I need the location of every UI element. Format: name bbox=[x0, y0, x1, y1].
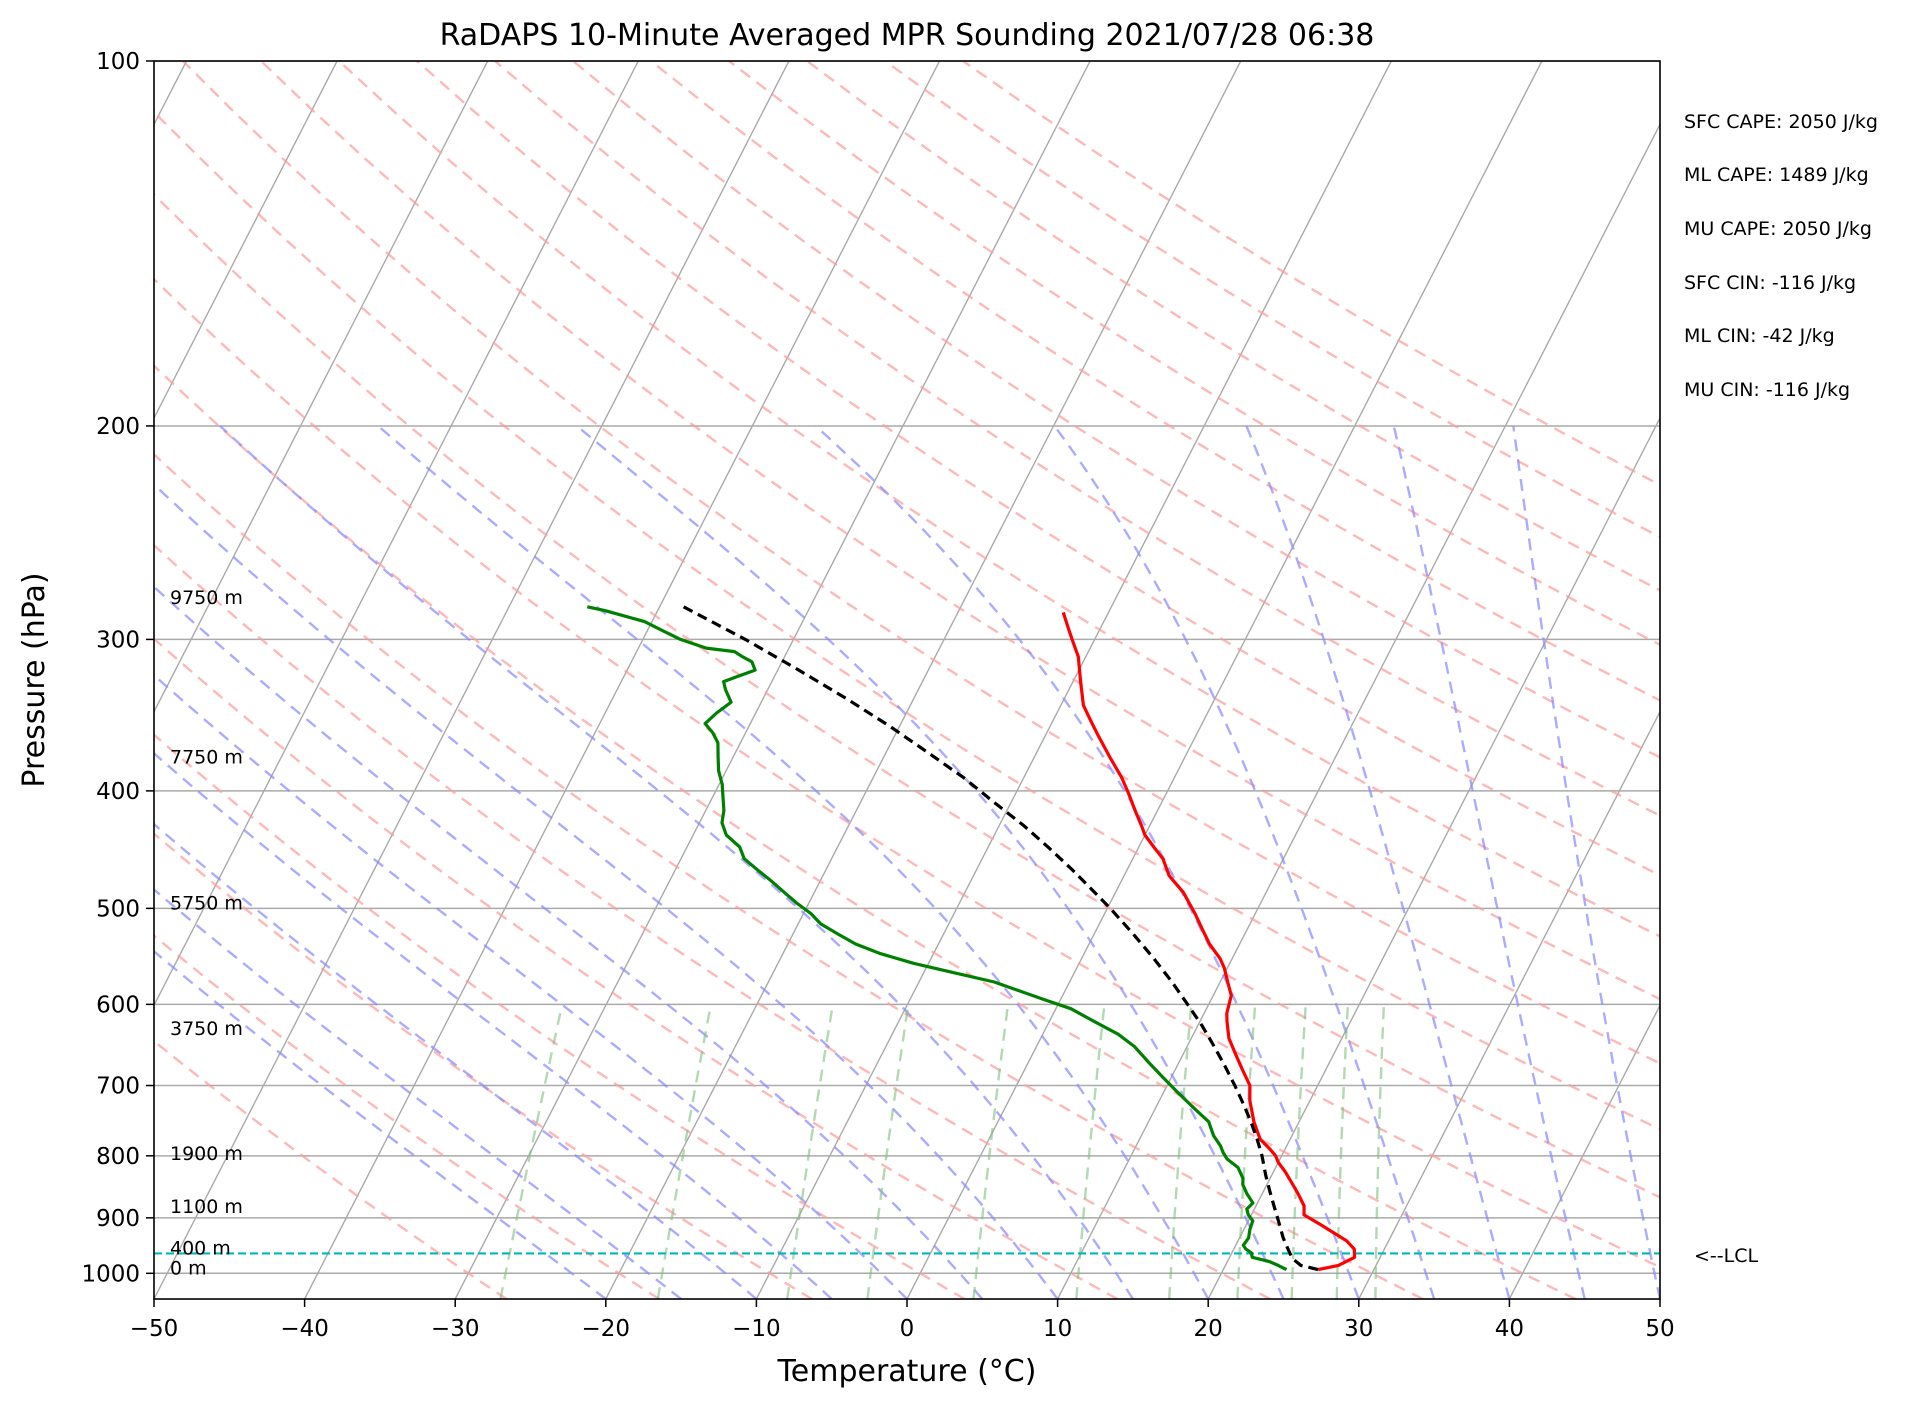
stat-mu-cape: MU CAPE: 2050 J/kg bbox=[1684, 218, 1872, 240]
y-tick-label: 300 bbox=[96, 627, 140, 653]
isotherm-line bbox=[154, 61, 338, 420]
tick-layer: −50 −40 −30 −20 −10 0 10 20 30 40 50 100 200 300 400 50… bbox=[81, 49, 1674, 1342]
y-axis-label: Pressure (hPa) bbox=[17, 572, 52, 787]
x-tick-label: −10 bbox=[732, 1316, 781, 1342]
x-axis-label: Temperature (°C) bbox=[777, 1354, 1037, 1389]
mixing-ratio-line bbox=[1374, 1004, 1386, 1299]
stat-ml-cape: ML CAPE: 1489 J/kg bbox=[1684, 164, 1869, 186]
y-tick-label: 900 bbox=[96, 1206, 140, 1232]
mixing-ratio-line bbox=[499, 1004, 564, 1299]
height-label: 3750 m bbox=[170, 1018, 243, 1040]
dry-adiabat-line bbox=[154, 637, 1119, 1299]
stat-mu-cin: MU CIN: -116 J/kg bbox=[1684, 379, 1850, 401]
x-tick-label: −40 bbox=[280, 1316, 329, 1342]
mixing-ratio-line bbox=[1075, 1004, 1106, 1299]
isotherm-line bbox=[1358, 710, 1660, 1299]
dry-adiabat-line bbox=[260, 61, 1660, 1001]
dry-adiabat-line bbox=[154, 543, 1271, 1299]
height-label: 5750 m bbox=[170, 892, 243, 914]
stat-sfc-cape: SFC CAPE: 2050 J/kg bbox=[1684, 111, 1878, 133]
dry-adiabat-line bbox=[154, 110, 1660, 1131]
mixing-ratio-line bbox=[786, 1004, 835, 1299]
moist-adiabat-line bbox=[1053, 425, 1436, 1299]
moist-adiabat-line bbox=[154, 888, 682, 1299]
mixing-ratio-line bbox=[656, 1004, 713, 1299]
x-tick-label: −20 bbox=[582, 1316, 631, 1342]
dry-adiabat-line bbox=[494, 61, 1660, 817]
isotherm-line bbox=[454, 61, 1091, 1299]
parcel-path-line bbox=[682, 605, 1319, 1272]
chart-title: RaDAPS 10-Minute Averaged MPR Sounding 2… bbox=[440, 18, 1375, 53]
moist-adiabat-line bbox=[154, 949, 607, 1299]
moist-adiabat-line bbox=[1512, 425, 1660, 1299]
mixing-ratio-line bbox=[1335, 1004, 1349, 1299]
x-tick-label: 0 bbox=[900, 1316, 915, 1342]
y-tick-label: 100 bbox=[96, 49, 140, 75]
x-tick-label: −30 bbox=[431, 1316, 480, 1342]
height-label: 0 m bbox=[170, 1257, 207, 1279]
moist-adiabat-line bbox=[219, 425, 1134, 1299]
y-tick-label: 800 bbox=[96, 1144, 140, 1170]
isotherm-line bbox=[154, 61, 639, 1007]
moist-adiabat-line bbox=[377, 424, 1210, 1299]
moist-adiabat-line bbox=[814, 425, 1360, 1299]
mixing-ratio-line bbox=[1168, 1004, 1193, 1299]
x-tick-label: 30 bbox=[1344, 1316, 1373, 1342]
x-tick-label: 10 bbox=[1043, 1316, 1072, 1342]
y-tick-label: 1000 bbox=[81, 1261, 140, 1287]
x-tick-label: 40 bbox=[1495, 1316, 1524, 1342]
isotherm-line bbox=[1056, 122, 1660, 1299]
x-tick-label: −50 bbox=[130, 1316, 179, 1342]
isotherm-line bbox=[1207, 416, 1660, 1299]
y-tick-label: 500 bbox=[96, 896, 140, 922]
moist-adiabat-line bbox=[576, 424, 1285, 1299]
stat-ml-cin: ML CIN: -42 J/kg bbox=[1684, 325, 1835, 347]
y-tick-label: 200 bbox=[96, 414, 140, 440]
mixing-ratio-line bbox=[1290, 1004, 1307, 1299]
isotherm-line bbox=[154, 61, 489, 714]
dry-adiabat-line bbox=[154, 452, 1424, 1299]
moist-adiabat-line bbox=[154, 673, 908, 1299]
dry-adiabat-line bbox=[154, 277, 1660, 1269]
isotherm-line bbox=[1508, 1003, 1660, 1299]
data-layer bbox=[154, 605, 1660, 1272]
mixing-ratio-line bbox=[1236, 1004, 1257, 1299]
y-tick-label: 600 bbox=[96, 992, 140, 1018]
moist-adiabat-line bbox=[1392, 425, 1586, 1299]
mixing-ratio-line bbox=[972, 1004, 1010, 1299]
dry-adiabat-line bbox=[728, 61, 1660, 647]
y-tick-label: 400 bbox=[96, 779, 140, 805]
isotherm-line bbox=[154, 61, 790, 1299]
stat-sfc-cin: SFC CIN: -116 J/kg bbox=[1684, 272, 1856, 294]
x-tick-label: 20 bbox=[1194, 1316, 1223, 1342]
moist-adiabat-line bbox=[1245, 425, 1511, 1299]
height-label: 9750 m bbox=[170, 587, 243, 609]
dewpoint-profile-line bbox=[586, 605, 1288, 1272]
height-label: 7750 m bbox=[170, 746, 243, 768]
y-tick-label: 700 bbox=[96, 1074, 140, 1100]
moist-adiabat-line bbox=[154, 585, 984, 1299]
moist-adiabat-line bbox=[154, 822, 758, 1299]
lcl-label: <--LCL bbox=[1694, 1245, 1758, 1267]
height-label: 400 m bbox=[170, 1237, 231, 1259]
isotherm-line bbox=[605, 61, 1242, 1299]
height-label: 1100 m bbox=[170, 1196, 243, 1218]
grid-layer bbox=[154, 61, 1660, 1299]
isotherm-line bbox=[906, 61, 1543, 1299]
x-tick-label: 50 bbox=[1645, 1316, 1674, 1342]
temperature-profile-line bbox=[1061, 611, 1357, 1272]
dry-adiabat-line bbox=[182, 61, 1660, 1065]
dry-adiabat-line bbox=[154, 934, 660, 1299]
height-label: 1900 m bbox=[170, 1143, 243, 1165]
dry-adiabat-line bbox=[416, 61, 1660, 877]
mixing-ratio-line bbox=[866, 1004, 910, 1299]
